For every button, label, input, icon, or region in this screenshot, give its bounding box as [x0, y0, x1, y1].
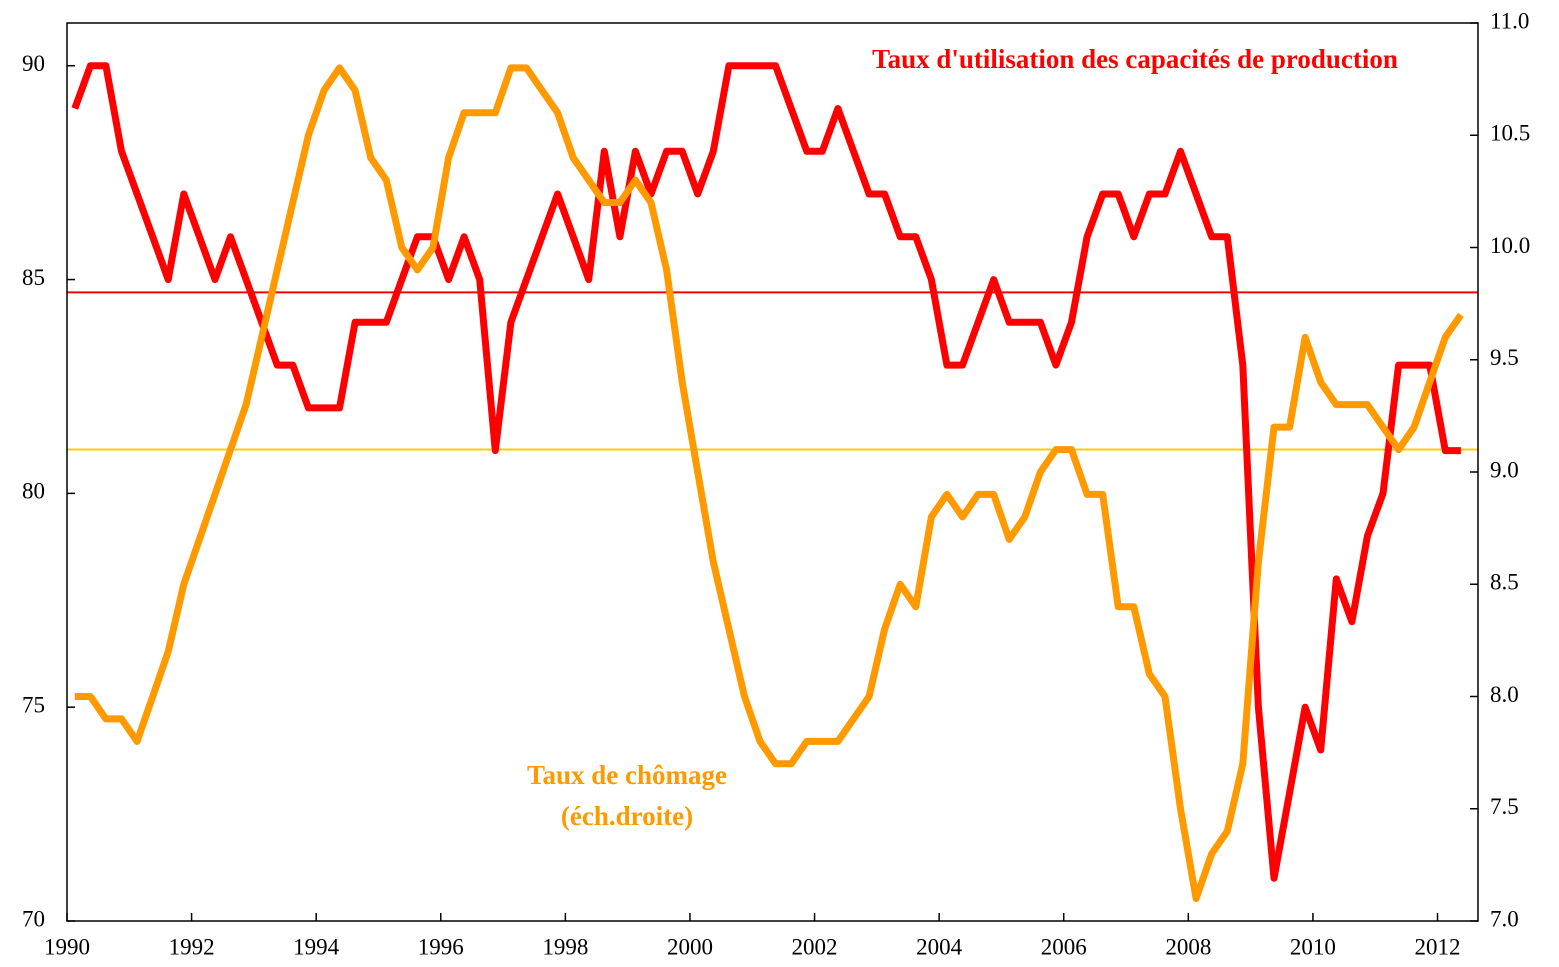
x-tick-label: 2012: [1415, 934, 1461, 959]
annotation: Taux de chômage: [527, 760, 727, 790]
x-tick-label: 2008: [1165, 934, 1211, 959]
y-tick-label: 70: [22, 906, 45, 931]
y2-tick-label: 10.0: [1490, 233, 1530, 258]
y2-tick-label: 10.5: [1490, 121, 1530, 146]
y2-tick-label: 8.0: [1490, 682, 1519, 707]
annotation: Taux d'utilisation des capacités de prod…: [872, 44, 1398, 74]
x-tick-label: 1992: [169, 934, 215, 959]
x-tick-label: 1998: [542, 934, 588, 959]
x-tick-label: 2010: [1290, 934, 1336, 959]
x-tick-label: 2000: [667, 934, 713, 959]
x-tick-label: 2004: [916, 934, 963, 959]
x-tick-label: 1994: [293, 934, 340, 959]
y-tick-label: 90: [22, 51, 45, 76]
y2-tick-label: 11.0: [1490, 8, 1529, 33]
y-tick-label: 85: [22, 265, 45, 290]
x-tick-label: 1990: [44, 934, 90, 959]
y-tick-label: 80: [22, 479, 45, 504]
series-line: [74, 64, 1464, 903]
y2-tick-label: 7.5: [1490, 794, 1519, 819]
y2-tick-label: 9.0: [1490, 457, 1519, 482]
x-tick-label: 2006: [1041, 934, 1087, 959]
x-tick-label: 2002: [792, 934, 838, 959]
y-tick-label: 75: [22, 692, 45, 717]
series-line: [71, 62, 1461, 882]
plot-frame: [66, 22, 1479, 922]
annotation: (éch.droite): [561, 801, 693, 831]
y2-tick-label: 8.5: [1490, 570, 1519, 595]
y2-tick-label: 9.5: [1490, 345, 1519, 370]
y2-tick-label: 7.0: [1490, 906, 1519, 931]
x-tick-label: 1996: [418, 934, 464, 959]
